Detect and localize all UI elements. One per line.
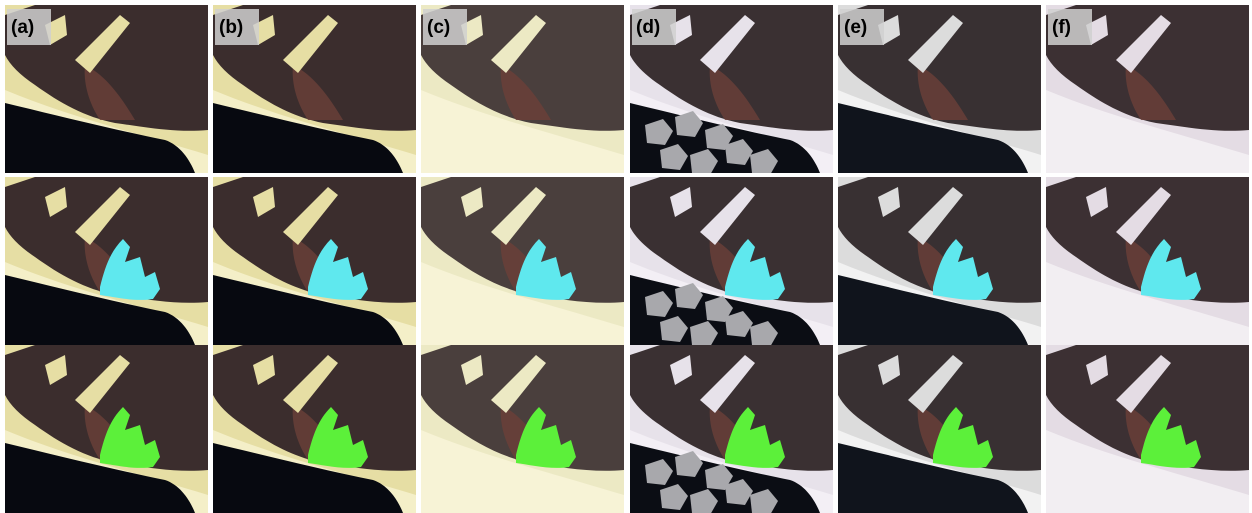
panel-label: (e)	[844, 17, 867, 38]
image-panel	[421, 345, 624, 513]
image-panel: (c)	[421, 5, 624, 173]
image-panel: (e)	[838, 5, 1041, 173]
image-panel	[838, 345, 1041, 513]
image-panel	[421, 177, 624, 345]
panel-label: (d)	[636, 17, 660, 38]
image-panel	[630, 345, 833, 513]
panel-label: (a)	[11, 17, 34, 38]
figure: (a) (b) (c) (d) (e) (f)	[0, 0, 1252, 513]
panel-label: (f)	[1052, 17, 1071, 38]
image-panel: (f)	[1046, 5, 1249, 173]
image-panel	[1046, 345, 1249, 513]
image-panel	[5, 345, 208, 513]
image-panel	[1046, 177, 1249, 345]
image-panel	[838, 177, 1041, 345]
image-panel	[213, 177, 416, 345]
image-panel	[630, 177, 833, 347]
image-panel	[213, 345, 416, 513]
image-panel	[5, 177, 208, 345]
image-panel: (d)	[630, 5, 833, 175]
panel-label: (c)	[427, 17, 450, 38]
panel-label: (b)	[219, 17, 243, 38]
image-panel: (a)	[5, 5, 208, 173]
image-panel: (b)	[213, 5, 416, 173]
